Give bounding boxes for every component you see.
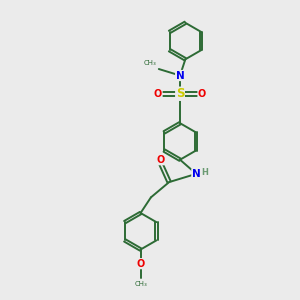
Text: CH₃: CH₃ (134, 281, 147, 287)
Text: O: O (156, 155, 164, 165)
Text: O: O (154, 89, 162, 99)
Text: O: O (198, 89, 206, 99)
Text: N: N (176, 70, 184, 80)
Text: CH₃: CH₃ (144, 60, 157, 66)
Text: N: N (192, 169, 201, 179)
Text: O: O (136, 259, 145, 269)
Text: S: S (176, 87, 184, 100)
Text: H: H (201, 168, 208, 177)
